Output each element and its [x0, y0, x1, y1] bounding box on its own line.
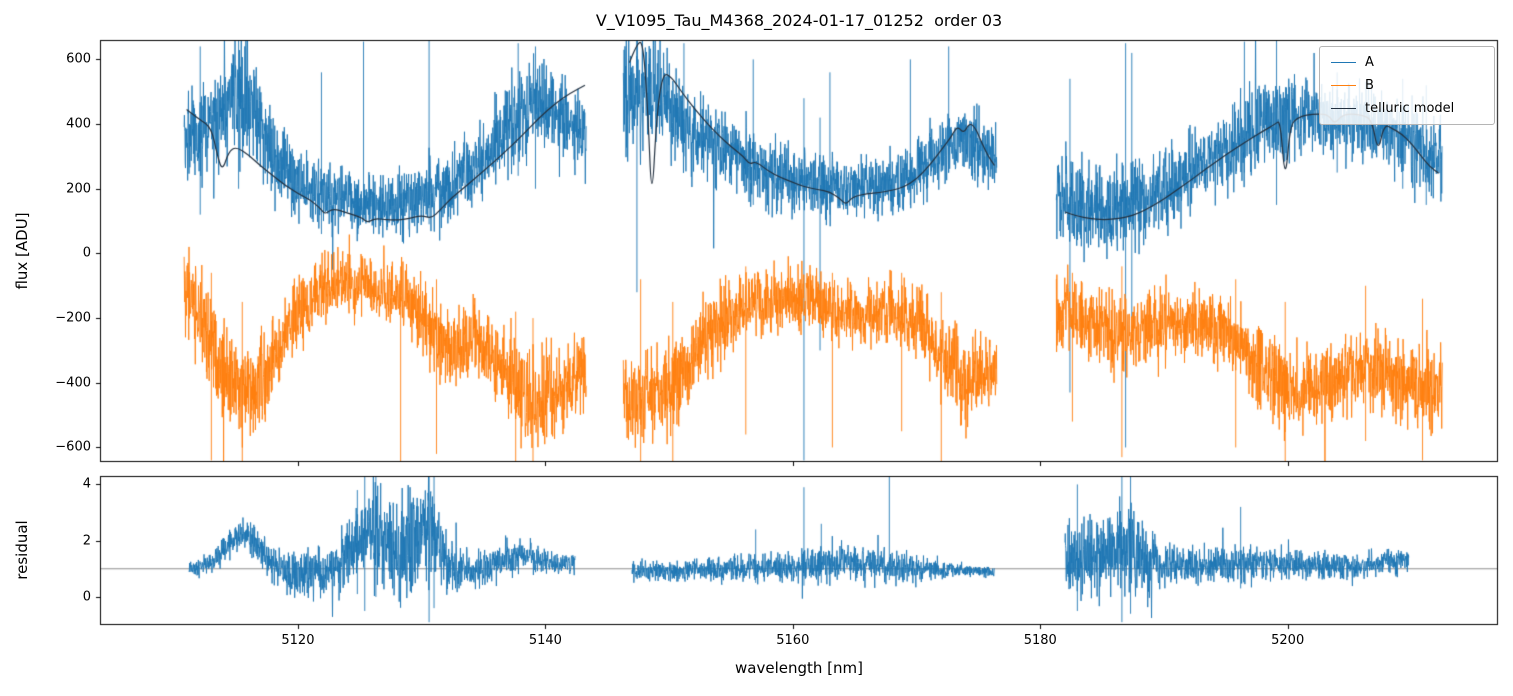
legend-label-telluric-model: telluric model	[1365, 101, 1455, 116]
x-tick-label: 5180	[1023, 633, 1057, 648]
legend-line-swatch-a	[1331, 62, 1356, 63]
x-tick-label: 5120	[281, 633, 315, 648]
x-tick-label: 5140	[528, 633, 562, 648]
legend-entry-a: A	[1331, 55, 1483, 70]
legend: A B telluric model	[1319, 46, 1495, 125]
legend-label-a: A	[1365, 55, 1374, 70]
flux-y-tick-label: 600	[66, 51, 91, 67]
residual-y-tick-label: 4	[82, 476, 91, 492]
legend-label-b: B	[1365, 78, 1374, 93]
legend-line-swatch-b	[1331, 85, 1356, 86]
x-axis-label: wavelength [nm]	[735, 659, 863, 677]
legend-entry-telluric-model: telluric model	[1331, 101, 1483, 116]
residual-y-tick-label: 0	[82, 589, 91, 605]
x-tick-label: 5160	[776, 633, 810, 648]
flux-y-tick-label: 0	[82, 245, 91, 261]
x-tick-label: 5200	[1271, 633, 1305, 648]
residual-y-axis-label: residual	[13, 520, 31, 580]
flux-y-tick-label: 400	[66, 116, 91, 132]
flux-y-tick-label: 200	[66, 181, 91, 197]
flux-y-axis-label: flux [ADU]	[13, 212, 31, 290]
flux-y-tick-label: −600	[55, 439, 91, 455]
legend-entry-b: B	[1331, 78, 1483, 93]
legend-line-swatch-telluric-model	[1331, 108, 1356, 109]
flux-y-tick-label: −200	[55, 310, 91, 326]
residual-y-tick-label: 2	[82, 533, 91, 549]
flux-y-tick-label: −400	[55, 375, 91, 391]
chart-title: V_V1095_Tau_M4368_2024-01-17_01252 order…	[595, 11, 1003, 30]
